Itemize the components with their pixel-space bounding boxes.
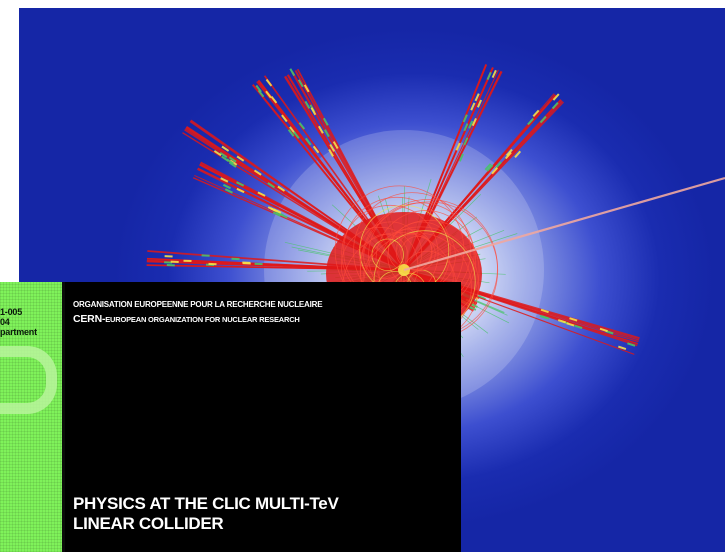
organisation-prefix: CERN- [73, 313, 106, 325]
calorimeter-deposit [220, 177, 229, 183]
calorimeter-deposit [486, 71, 492, 81]
calorimeter-deposit [289, 68, 296, 77]
title-line-1: PHYSICS AT THE CLIC MULTI-TeV [73, 494, 339, 513]
organisation-name: EUROPEAN ORGANIZATION FOR NUCLEAR RESEAR… [105, 315, 300, 324]
calorimeter-deposit [303, 84, 310, 93]
calorimeter-deposit [221, 145, 230, 152]
curling-track [400, 235, 436, 272]
calorimeter-deposit [476, 99, 483, 108]
calorimeter-deposit [486, 164, 494, 172]
curling-track [395, 233, 433, 271]
calorimeter-deposit [297, 79, 304, 88]
calorimeter-deposit [310, 107, 317, 116]
calorimeter-deposit [219, 151, 228, 159]
calorimeter-deposit [312, 145, 320, 154]
calorimeter-deposit [574, 324, 583, 330]
calorimeter-deposit [539, 115, 547, 124]
calorimeter-deposit [277, 185, 286, 192]
organisation-french: ORGANISATION EUROPEENNE POUR LA RECHERCH… [73, 300, 323, 309]
calorimeter-deposit [222, 183, 232, 190]
calorimeter-deposit [298, 122, 306, 130]
calorimeter-deposit [477, 294, 486, 301]
calorimeter-deposit [599, 327, 608, 333]
calorimeter-deposit [224, 188, 233, 194]
calorimeter-deposit [267, 182, 276, 189]
calorimeter-deposit [265, 78, 273, 87]
calorimeter-deposit [332, 141, 339, 150]
calorimeter-deposit [463, 137, 469, 146]
calorimeter-deposit [627, 342, 636, 347]
document-title: PHYSICS AT THE CLIC MULTI-TeV LINEAR COL… [73, 494, 339, 534]
calorimeter-deposit [463, 123, 469, 132]
calorimeter-deposit [257, 89, 265, 98]
calorimeter-deposit [253, 169, 262, 176]
strip-text: 1-005 04 partment [0, 307, 37, 337]
calorimeter-deposit [566, 322, 575, 327]
calorimeter-deposit [257, 191, 266, 197]
calorimeter-deposit [318, 125, 324, 134]
strip-line-3: partment [0, 327, 37, 337]
calorimeter-deposit [265, 90, 272, 99]
strip-separator [62, 282, 65, 552]
cern-logo-fragment [0, 346, 57, 414]
calorimeter-deposit [474, 93, 480, 102]
calorimeter-deposit [455, 142, 461, 151]
calorimeter-deposit [491, 69, 497, 79]
title-line-2: LINEAR COLLIDER [73, 514, 224, 533]
calorimeter-deposit [324, 129, 330, 138]
calorimeter-deposit [471, 117, 477, 127]
calorimeter-deposit [551, 102, 559, 110]
calorimeter-deposit [540, 308, 549, 314]
calorimeter-deposit [236, 181, 245, 187]
calorimeter-deposit [226, 158, 235, 165]
calorimeter-deposit [468, 120, 474, 129]
calorimeter-deposit [470, 102, 476, 111]
calorimeter-deposit [617, 345, 627, 351]
calorimeter-deposit [514, 150, 522, 158]
calorimeter-deposit [228, 161, 237, 168]
organisation-english: CERN-EUROPEAN ORGANIZATION FOR NUCLEAR R… [73, 313, 300, 325]
calorimeter-deposit [287, 129, 295, 137]
calorimeter-deposit [275, 211, 284, 217]
beam-track [403, 176, 725, 272]
calorimeter-deposit [484, 163, 492, 171]
calorimeter-deposit [328, 148, 334, 157]
calorimeter-deposit [491, 167, 499, 175]
calorimeter-deposit [304, 100, 311, 109]
calorimeter-deposit [267, 206, 276, 212]
calorimeter-deposit [228, 156, 237, 163]
calorimeter-deposit [236, 155, 245, 162]
calorimeter-deposit [236, 187, 245, 194]
calorimeter-deposit [255, 84, 262, 93]
calorimeter-deposit [293, 131, 300, 139]
calorimeter-deposit [557, 319, 567, 324]
calorimeter-deposit [270, 95, 278, 104]
calorimeter-deposit [504, 151, 512, 160]
calorimeter-deposit [213, 150, 222, 157]
side-strip: 1-005 04 partment [0, 282, 62, 552]
calorimeter-deposit [281, 114, 288, 123]
calorimeter-deposit [322, 117, 329, 126]
strip-line-1: 1-005 [0, 307, 23, 317]
calorimeter-deposit [569, 317, 578, 322]
calorimeter-deposit [552, 93, 560, 101]
calorimeter-deposit [527, 117, 535, 126]
calorimeter-deposit [329, 143, 336, 152]
calorimeter-deposit [272, 211, 281, 217]
calorimeter-deposit [458, 153, 464, 162]
cover-panel: 1-005 04 partment ORGANISATION EUROPEENN… [0, 282, 461, 552]
strip-line-2: 04 [0, 317, 10, 327]
calorimeter-deposit [305, 137, 312, 146]
curling-track [371, 238, 404, 272]
calorimeter-deposit [539, 314, 548, 320]
calorimeter-deposit [462, 114, 468, 123]
calorimeter-deposit [505, 148, 513, 157]
curling-track [363, 233, 409, 279]
calorimeter-deposit [532, 109, 540, 117]
